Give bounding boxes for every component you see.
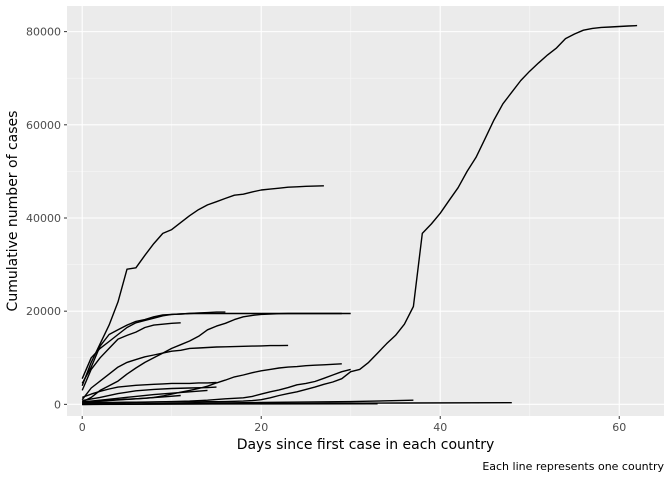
y-tick-label: 60000	[26, 119, 61, 132]
y-tick-label: 40000	[26, 212, 61, 225]
caption: Each line represents one country	[482, 460, 664, 473]
x-tick-label: 20	[254, 421, 268, 434]
series-line-country-5	[81, 322, 181, 391]
series-line-country-9	[82, 368, 351, 405]
minor-gridlines	[67, 6, 664, 416]
series-line-country-12	[82, 389, 208, 403]
y-tick-label: 80000	[26, 26, 61, 39]
x-axis-title: Days since first case in each country	[237, 437, 495, 453]
x-tick-label: 60	[612, 421, 626, 434]
y-axis: 0 20000 40000 60000 80000	[26, 26, 67, 411]
series-line-country-11	[82, 386, 217, 402]
panel-background	[67, 6, 664, 416]
series-line-country-6	[81, 344, 289, 401]
x-tick-label: 0	[79, 421, 86, 434]
y-tick-label: 0	[54, 398, 61, 411]
x-tick-label: 40	[433, 421, 447, 434]
series-line-country-4	[81, 311, 226, 384]
major-gridlines	[67, 6, 664, 416]
series-line-country-7	[81, 312, 342, 403]
x-axis: 0 20 40 60	[79, 416, 626, 434]
y-tick-label: 20000	[26, 305, 61, 318]
series-line-country-16	[82, 403, 378, 406]
series-line-country-10	[81, 381, 217, 399]
series-line-country-2	[81, 185, 324, 386]
series-line-country-13	[82, 394, 181, 404]
y-axis-title: Cumulative number of cases	[5, 111, 21, 312]
series-lines	[81, 24, 638, 406]
